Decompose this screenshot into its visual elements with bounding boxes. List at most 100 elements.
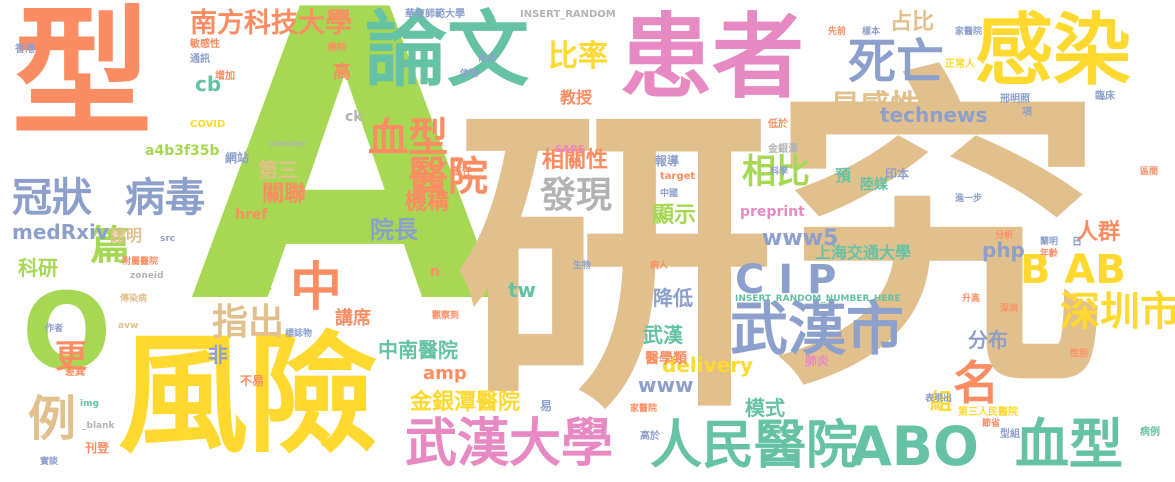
word-ri: 日 <box>1072 237 1082 248</box>
word-huanan: 華東師範大學 <box>405 9 465 20</box>
word-kandeng: 刊登 <box>85 441 110 455</box>
word-jiaxiao: 節省 <box>982 419 1001 429</box>
word-huanzhe: 患者 <box>620 4 805 111</box>
word-zhichu: 指出 <box>212 302 285 343</box>
word-yinben: 印本 <box>885 167 910 181</box>
word-fei: 非 <box>208 343 228 367</box>
word-moshi: 模式 <box>745 396 785 420</box>
word-lanming: 蘭明 <box>1040 237 1059 247</box>
word-zhengchang: 正常人 <box>945 59 975 70</box>
word-technews: technews <box>880 103 988 127</box>
word-geng: 更 <box>55 337 88 375</box>
word-guanlian: 關聯 <box>262 182 307 207</box>
word-chayi: 差異 <box>65 367 85 378</box>
word-xingzu: 型組 <box>1000 429 1020 440</box>
word-amp: amp <box>423 363 467 384</box>
word-bingdu: 病毒 <box>125 175 205 221</box>
word-bilv: 比率 <box>548 39 608 74</box>
word-shangwei: 尚未 <box>478 54 497 64</box>
word-abo: ABO <box>850 415 979 478</box>
word-php: php <box>982 238 1025 262</box>
word-feiyan: 肺炎 <box>805 354 830 368</box>
word-faxian: 發現 <box>540 175 613 216</box>
word-fengxian: 風險 <box>118 319 379 471</box>
word-shanghai: 上海交通大學 <box>815 243 912 262</box>
word-covid: COVID <box>190 119 226 130</box>
word-dishan: 第三人民醫院 <box>958 407 1018 418</box>
word-medrxiv: medRxiv <box>12 220 109 244</box>
word-kexue: 科學 <box>770 167 789 177</box>
word-sars: SARS <box>555 144 585 155</box>
word-a: A <box>190 0 500 392</box>
word-yigan: 易感性 <box>830 89 920 124</box>
word-jiayiyuan2: 家醫院 <box>630 404 658 414</box>
word-yu: 預 <box>835 166 852 185</box>
word-zhongnan: 中南醫院 <box>378 338 458 362</box>
word-preprint: preprint <box>740 204 805 220</box>
word-img: img <box>80 399 99 409</box>
word-shenzhen: 深圳市 <box>1060 289 1175 335</box>
word-bingli: 病例 <box>1140 427 1160 438</box>
word-xingmingzhao: 邢明照 <box>1000 94 1030 105</box>
word-zuozhe: 作者 <box>45 324 64 334</box>
word-delivery: delivery <box>662 353 754 377</box>
word-zhanbi: 占比 <box>890 10 935 35</box>
word-src: src <box>160 234 176 244</box>
word-www: www <box>638 373 694 397</box>
word-jiayiyuan: 家醫院 <box>955 27 983 37</box>
word-gunda: 觀察到 <box>432 311 460 321</box>
word-xiaohou: 先前 <box>828 27 847 37</box>
word-linchuang: 臨床 <box>1095 91 1115 102</box>
word-cip: C I P <box>735 257 837 303</box>
word-n: n <box>430 264 440 280</box>
word-fabiao: 發表 <box>228 270 273 295</box>
word-yi: 易 <box>540 399 553 413</box>
word-xinxi: 信稱 <box>460 69 479 79</box>
word-biaoxian: 表現出 <box>925 394 953 404</box>
word-yixuelei: 醫學類 <box>645 351 687 367</box>
word-bingren: 病人 <box>650 261 669 271</box>
word-zhong: 中 <box>290 258 343 318</box>
word-whu: 武漢大學 <box>405 414 614 474</box>
word-cb: cb <box>195 72 222 96</box>
word-zhongguo: 中國 <box>660 189 679 199</box>
word-fenbu: 分布 <box>968 328 1008 352</box>
word-siwang: 死亡 <box>848 34 945 90</box>
word-fushu: 附屬醫院 <box>122 257 159 267</box>
word-xiang: 項 <box>1022 107 1032 118</box>
word-jizhi: 機制 <box>328 43 347 53</box>
word-insert-num: INSERT_RANDOM_NUMBER_HERE <box>735 294 901 304</box>
word-jigou: 機構 <box>405 190 450 215</box>
word-shitan: 實談 <box>40 457 59 467</box>
word-pixabay: pixabay <box>270 139 306 148</box>
word-insert-random: INSERT_RANDOM <box>520 9 616 20</box>
word-jiangdi: 降低 <box>653 286 693 310</box>
word-ganran: 感染 <box>975 6 1132 96</box>
word-xiangbi: 相比 <box>742 152 810 192</box>
word-shenzhen2: 深圳 <box>1000 304 1019 314</box>
word-lunwen: 論文 <box>365 3 530 98</box>
word-renmin: 人民醫院 <box>650 416 859 476</box>
word-pian: 篇 <box>90 223 130 269</box>
word-jiu: 究 <box>770 42 1105 432</box>
word-bab: B AB <box>1020 247 1126 293</box>
word-gao: 高 <box>333 62 351 83</box>
word-xiangang: 香港 <box>15 44 35 55</box>
word-yiyuan: 醫院 <box>408 154 488 200</box>
word-fenxi: 分析 <box>995 231 1014 241</box>
word-ming: 名 <box>953 356 999 410</box>
word-href: href <box>235 207 268 223</box>
word-zu: 組 <box>930 390 953 415</box>
word-gaoyu: 高於 <box>640 431 660 442</box>
word-biaozhi: 標誌物 <box>285 329 313 339</box>
word-shengwu: 生物 <box>573 261 592 271</box>
word-xianshi: 顯示 <box>652 203 697 228</box>
word-blank: _blank <box>82 421 115 431</box>
word-wangzhan: 網站 <box>225 151 250 165</box>
word-tongxun: 通訊 <box>190 54 210 65</box>
word-jiaoshou: 教授 <box>560 88 593 107</box>
word-zengjia: 增加 <box>215 71 235 82</box>
word-xuexing: 血型 <box>368 115 448 161</box>
word-jinyibu: 進一步 <box>955 194 983 204</box>
